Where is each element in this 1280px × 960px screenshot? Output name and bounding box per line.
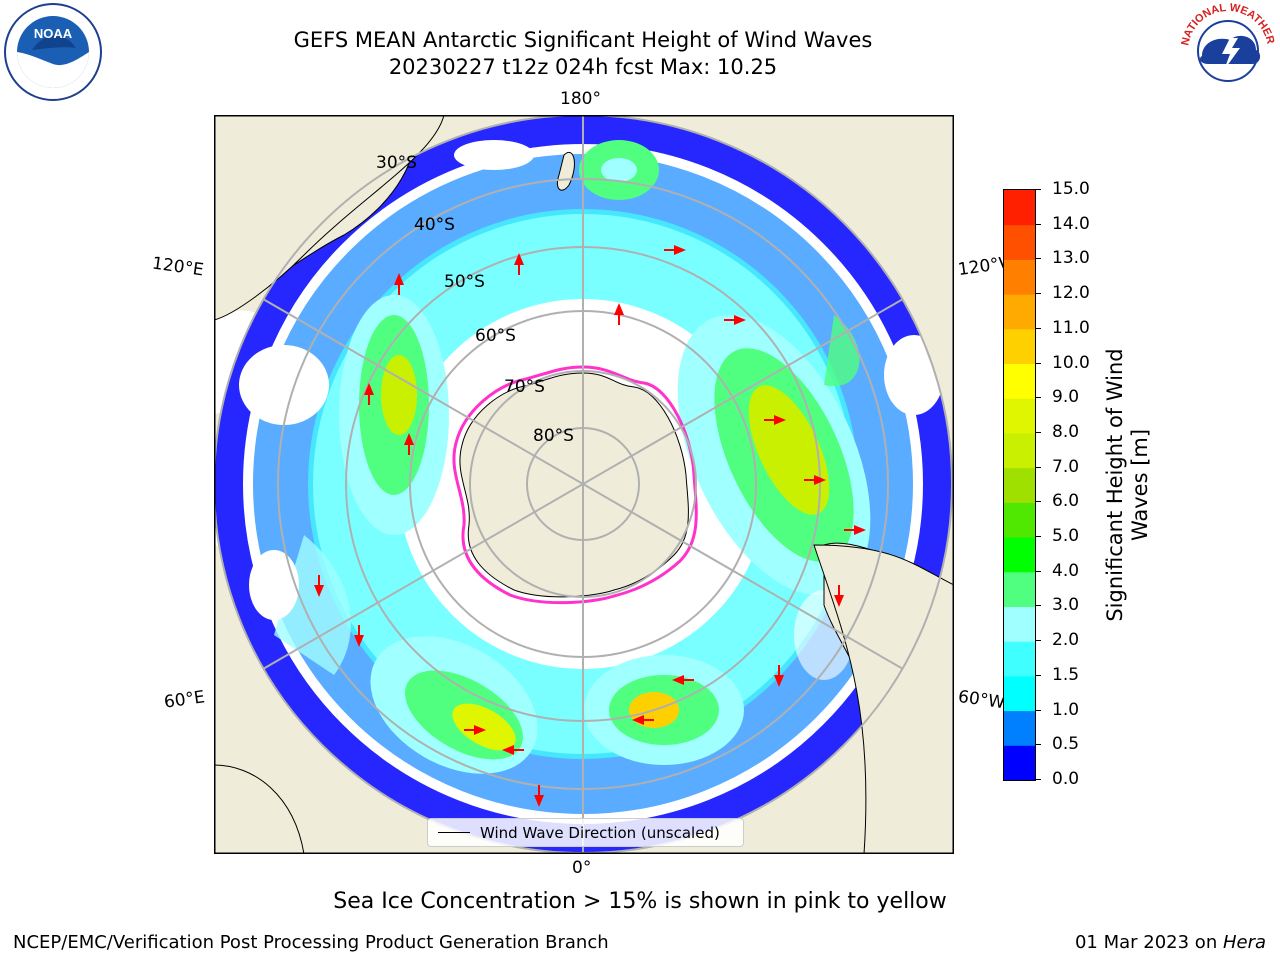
colorbar-tick-mark: [1035, 570, 1041, 572]
colorbar-tick-mark: [1035, 466, 1041, 468]
colorbar-tick-mark: [1035, 605, 1041, 607]
colorbar-tick-label: 1.5: [1052, 664, 1080, 685]
footer-credit: NCEP/EMC/Verification Post Processing Pr…: [13, 932, 609, 953]
colorbar-tick-label: 4.0: [1052, 560, 1080, 581]
sea-ice-edge: [452, 365, 698, 605]
lat-label-30s: 30°S: [376, 153, 417, 173]
colorbar-tick-label: 2.0: [1052, 630, 1080, 651]
nws-logo: NATIONAL WEATHER SERVICE: [1174, 0, 1278, 100]
footer-date: 01 Mar 2023 on Hera: [1075, 932, 1266, 953]
colorbar-swatch: [1004, 467, 1035, 503]
polar-map: 30°S 40°S 50°S 60°S 70°S 80°S: [214, 115, 954, 854]
lon-label-60e: 60°E: [162, 687, 207, 713]
colorbar-tick-mark: [1035, 501, 1041, 503]
colorbar-tick-label: 11.0: [1052, 317, 1090, 338]
lon-label-120e: 120°E: [150, 253, 205, 281]
lon-label-60w: 60°W: [956, 686, 1006, 714]
colorbar-swatch: [1004, 606, 1035, 642]
colorbar-swatches: [1004, 190, 1035, 781]
colorbar: [1003, 189, 1036, 781]
colorbar-tick-label: 7.0: [1052, 456, 1080, 477]
colorbar-tick-label: 6.0: [1052, 491, 1080, 512]
lat-label-40s: 40°S: [414, 215, 455, 235]
colorbar-tick-label: 8.0: [1052, 421, 1080, 442]
lon-label-120w: 120°W: [956, 253, 1006, 281]
colorbar-swatch: [1004, 537, 1035, 573]
colorbar-swatch: [1004, 571, 1035, 607]
colorbar-swatch: [1004, 328, 1035, 365]
new-zealand: [556, 152, 575, 191]
legend-line-icon: [438, 832, 470, 833]
colorbar-tick-label: 3.0: [1052, 595, 1080, 616]
footer-date-text: 01 Mar 2023 on: [1074, 932, 1223, 953]
colorbar-tick-label: 12.0: [1052, 283, 1090, 304]
colorbar-tick-label: 5.0: [1052, 526, 1080, 547]
map-border: [214, 115, 954, 854]
colorbar-swatch: [1004, 641, 1035, 677]
lat-label-50s: 50°S: [444, 272, 485, 292]
colorbar-tick-label: 14.0: [1052, 213, 1090, 234]
colorbar-tick-label: 15.0: [1052, 179, 1090, 199]
colorbar-swatch: [1004, 675, 1035, 712]
colorbar-tick-label: 1.0: [1052, 699, 1080, 720]
colorbar-title-line1: Significant Height of Wind: [1103, 348, 1127, 622]
map-legend: Wind Wave Direction (unscaled): [427, 818, 744, 847]
lon-label-180: 180°: [560, 89, 601, 109]
lat-label-80s: 80°S: [533, 426, 574, 446]
colorbar-swatch: [1004, 745, 1035, 781]
colorbar-swatch: [1004, 502, 1035, 538]
colorbar-swatch: [1004, 190, 1035, 226]
colorbar-tick-mark: [1035, 640, 1041, 642]
legend-label: Wind Wave Direction (unscaled): [480, 823, 720, 842]
colorbar-swatch: [1004, 363, 1035, 399]
colorbar-tick-label: 0.0: [1052, 769, 1080, 789]
colorbar-title-line2: Waves [m]: [1128, 428, 1152, 542]
wind-wave-arrows: [314, 245, 866, 807]
footer-host: Hera: [1222, 932, 1266, 953]
colorbar-tick-label: 9.0: [1052, 387, 1080, 408]
colorbar-tick-mark: [1035, 189, 1041, 190]
colorbar-tick-label: 0.5: [1052, 734, 1080, 755]
chart-subtitle: 20230227 t12z 024h fcst Max: 10.25: [388, 55, 778, 79]
colorbar-tick-label: 10.0: [1052, 352, 1090, 373]
colorbar-swatch: [1004, 294, 1035, 330]
colorbar-tick-mark: [1035, 397, 1041, 399]
colorbar-tick-mark: [1035, 362, 1041, 364]
noaa-logo: NOAA: [2, 2, 104, 102]
colorbar-tick-mark: [1035, 293, 1041, 295]
colorbar-swatch: [1004, 432, 1035, 469]
colorbar-tick-mark: [1035, 674, 1041, 676]
colorbar-tick-mark: [1035, 431, 1041, 433]
antarctica: [459, 372, 689, 598]
colorbar-tick-mark: [1035, 744, 1041, 746]
noaa-logo-text: NOAA: [34, 26, 73, 41]
colorbar-title: Significant Height of Wind Waves [m]: [1103, 348, 1153, 621]
colorbar-tick-label: 13.0: [1052, 248, 1090, 269]
lon-label-0: 0°: [572, 858, 592, 878]
colorbar-swatch: [1004, 710, 1035, 746]
colorbar-tick-mark: [1035, 709, 1041, 711]
colorbar-swatch: [1004, 398, 1035, 434]
chart-title: GEFS MEAN Antarctic Significant Height o…: [293, 28, 873, 52]
colorbar-tick-mark: [1035, 536, 1041, 538]
colorbar-tick-mark: [1035, 223, 1041, 225]
colorbar-tick-mark: [1035, 779, 1041, 780]
lat-label-60s: 60°S: [475, 326, 516, 346]
lat-label-70s: 70°S: [504, 377, 545, 397]
sea-ice-note: Sea Ice Concentration > 15% is shown in …: [333, 889, 947, 914]
map-panel: 30°S 40°S 50°S 60°S 70°S 80°S: [214, 115, 954, 854]
colorbar-swatch: [1004, 224, 1035, 260]
colorbar-tick-mark: [1035, 258, 1041, 260]
colorbar-tick-mark: [1035, 327, 1041, 329]
colorbar-swatch: [1004, 259, 1035, 295]
